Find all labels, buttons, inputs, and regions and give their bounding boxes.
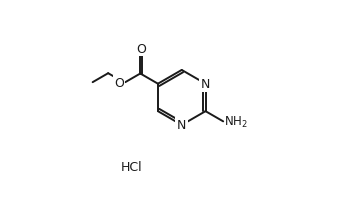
Text: O: O (115, 76, 124, 89)
Text: N: N (177, 119, 186, 132)
Text: NH$_2$: NH$_2$ (224, 114, 248, 129)
Text: N: N (201, 78, 210, 91)
Text: HCl: HCl (121, 160, 143, 173)
Text: O: O (136, 43, 146, 56)
